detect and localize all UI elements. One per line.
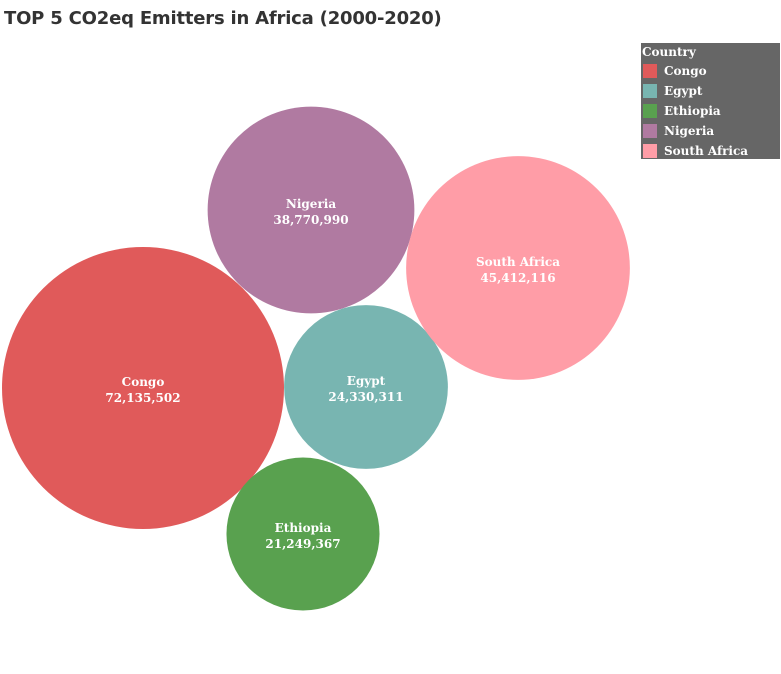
legend-swatch (643, 84, 657, 98)
legend-swatch (643, 144, 657, 158)
bubble-label: Ethiopia (275, 521, 332, 535)
legend-swatch (643, 124, 657, 138)
bubble-ethiopia[interactable]: Ethiopia 21,249,367 (226, 457, 380, 611)
legend-label: South Africa (664, 144, 749, 158)
bubble-label: Egypt (347, 374, 386, 388)
bubble-circle (226, 457, 380, 611)
legend-item-south-africa[interactable]: South Africa (642, 141, 780, 161)
chart-title: TOP 5 CO2eq Emitters in Africa (2000-202… (4, 8, 442, 29)
bubble-south-africa[interactable]: South Africa 45,412,116 (406, 156, 630, 380)
bubble-egypt[interactable]: Egypt 24,330,311 (284, 305, 448, 469)
bubble-circle (284, 305, 448, 469)
bubble-value-label: 72,135,502 (105, 391, 180, 405)
bubble-value-label: 38,770,990 (273, 213, 348, 227)
bubble-value-label: 21,249,367 (265, 537, 340, 551)
legend-label: Nigeria (664, 124, 715, 138)
legend: Country Congo Egypt Ethiopia Nigeria Sou… (641, 43, 780, 159)
bubble-value-label: 45,412,116 (480, 271, 555, 285)
bubble-label: South Africa (476, 255, 560, 269)
bubble-label: Nigeria (286, 197, 336, 211)
legend-label: Egypt (664, 84, 703, 98)
bubble-congo[interactable]: Congo 72,135,502 (2, 247, 284, 529)
bubble-circle (207, 106, 415, 314)
bubble-nigeria[interactable]: Nigeria 38,770,990 (207, 106, 415, 314)
legend-item-egypt[interactable]: Egypt (642, 81, 780, 101)
bubble-circle (406, 156, 630, 380)
legend-swatch (643, 64, 657, 78)
legend-item-congo[interactable]: Congo (642, 61, 780, 81)
legend-swatch (643, 104, 657, 118)
bubble-label: Congo (122, 375, 165, 389)
bubble-value-label: 24,330,311 (328, 390, 403, 404)
legend-item-ethiopia[interactable]: Ethiopia (642, 101, 780, 121)
legend-item-nigeria[interactable]: Nigeria (642, 121, 780, 141)
legend-label: Ethiopia (664, 104, 721, 118)
legend-title: Country (642, 45, 696, 59)
bubble-circle (2, 247, 284, 529)
legend-label: Congo (664, 64, 707, 78)
